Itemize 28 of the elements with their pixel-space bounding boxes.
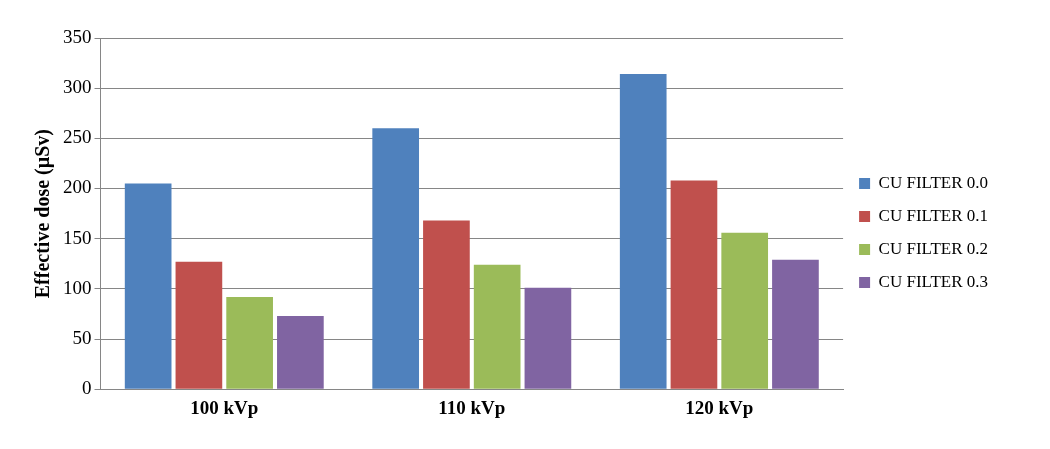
bar — [670, 180, 718, 389]
y-tick-label: 350 — [63, 25, 92, 47]
bar — [772, 259, 819, 389]
y-tick-label: 100 — [63, 276, 92, 298]
bar — [277, 315, 324, 389]
bar — [423, 220, 470, 389]
y-tick-label: 150 — [63, 226, 92, 248]
bar — [619, 74, 667, 389]
bar — [473, 264, 521, 389]
bar — [372, 128, 420, 389]
y-tick-label: 0 — [82, 377, 92, 399]
bar — [124, 183, 172, 389]
y-tick-label: 200 — [63, 176, 92, 198]
bar — [721, 232, 769, 389]
y-tick-label: 50 — [72, 327, 92, 349]
y-tick-label: 300 — [63, 76, 92, 98]
bar — [226, 296, 273, 389]
x-tick-label: 110 kVp — [438, 396, 506, 418]
legend-label: CU FILTER 0.2 — [878, 238, 989, 258]
y-tick-label: 250 — [63, 126, 92, 148]
bar — [524, 287, 572, 389]
legend-label: CU FILTER 0.0 — [878, 172, 989, 192]
legend-label: CU FILTER 0.3 — [878, 271, 989, 291]
legend-label: CU FILTER 0.1 — [878, 205, 989, 225]
bar — [175, 261, 223, 389]
x-tick-label: 120 kVp — [685, 396, 754, 418]
x-tick-label: 100 kVp — [190, 396, 259, 418]
y-axis-title: Effective dose (µSv) — [31, 128, 55, 299]
